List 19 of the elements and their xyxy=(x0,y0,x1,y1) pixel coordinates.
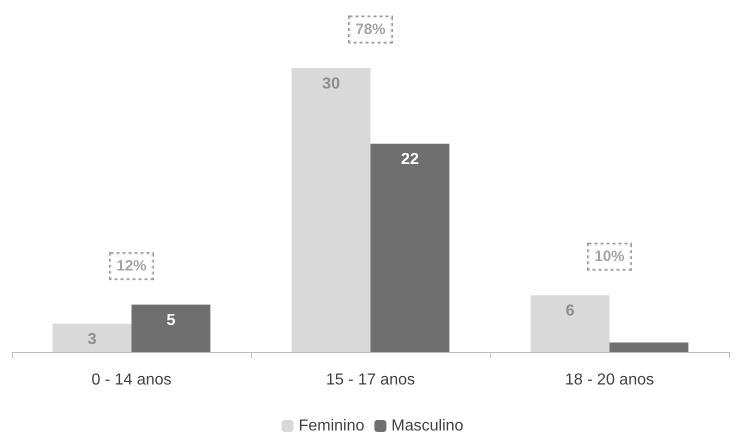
annotation: 10% xyxy=(594,248,625,266)
legend-label: Masculino xyxy=(391,418,464,434)
bar xyxy=(610,342,688,352)
annotation: 12% xyxy=(116,258,147,275)
bar xyxy=(292,68,370,352)
data-label: 6 xyxy=(566,302,575,320)
x-tick-label: 0 - 14 anos xyxy=(91,372,172,388)
bar xyxy=(132,304,210,352)
bar xyxy=(52,324,132,352)
x-tick-label: 15 - 17 anos xyxy=(326,372,415,388)
x-tick-label: 18 - 20 anos xyxy=(565,372,654,388)
data-label: 3 xyxy=(88,331,97,348)
text: 78% xyxy=(355,21,386,38)
data-label: 30 xyxy=(322,76,340,92)
data-label: 22 xyxy=(401,151,419,168)
bar xyxy=(370,144,450,352)
data-label: 5 xyxy=(166,312,176,330)
legend-label: Feminino xyxy=(298,418,364,434)
bar xyxy=(530,295,610,352)
